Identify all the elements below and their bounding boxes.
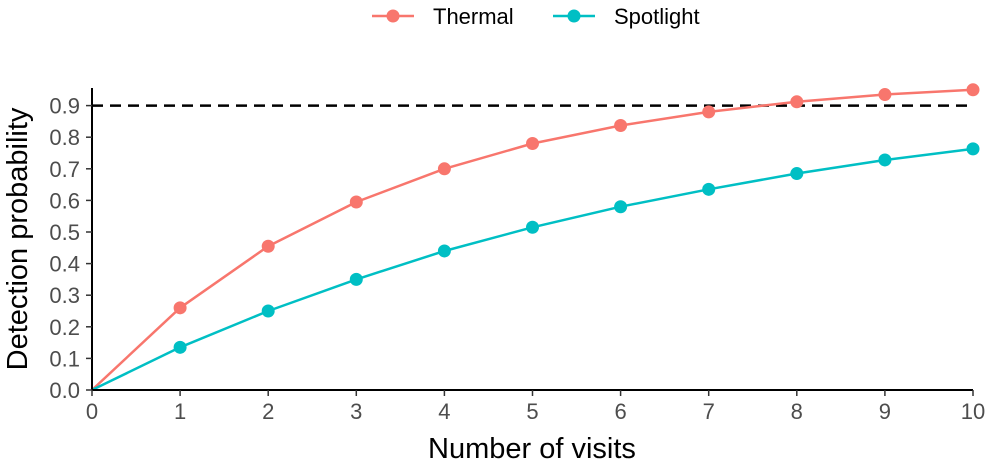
data-point-spotlight (966, 142, 980, 156)
data-point-thermal (966, 83, 980, 97)
legend-key-point (386, 9, 400, 23)
data-point-spotlight (261, 304, 275, 318)
series-thermal (91, 83, 980, 391)
data-point-thermal (526, 137, 539, 151)
data-point-thermal (437, 162, 451, 176)
y-axis-title: Detection probability (2, 107, 34, 370)
x-axis-title: Number of visits (428, 433, 636, 465)
x-tick-label: 10 (961, 399, 985, 424)
legend: Thermal Spotlight (372, 4, 700, 29)
legend-key-point (567, 9, 581, 23)
data-point-thermal (878, 88, 892, 102)
legend-item-spotlight: Spotlight (553, 4, 700, 29)
y-tick-label: 0.6 (49, 188, 80, 213)
data-point-spotlight (526, 220, 539, 234)
data-point-spotlight (790, 167, 804, 181)
data-point-thermal (614, 119, 628, 133)
x-tick-label: 1 (174, 399, 186, 424)
legend-label: Spotlight (614, 4, 700, 29)
y-tick-label: 0.3 (49, 283, 80, 308)
data-point-thermal (349, 195, 363, 209)
x-tick-label: 9 (879, 399, 891, 424)
y-tick-label: 0.5 (49, 220, 80, 245)
axes (91, 88, 973, 391)
y-tick-label: 0.1 (49, 346, 80, 371)
series-line-spotlight (91, 147, 974, 392)
x-tick-label: 3 (350, 399, 362, 424)
x-tick-label: 8 (791, 399, 803, 424)
y-tick-label: 0.7 (49, 157, 80, 182)
y-tick-label: 0.9 (49, 94, 80, 119)
data-point-thermal (173, 301, 187, 315)
x-tick-label: 5 (526, 399, 538, 424)
data-point-thermal (261, 239, 275, 253)
data-point-spotlight (173, 340, 187, 354)
legend-label: Thermal (433, 4, 514, 29)
data-point-spotlight (614, 200, 628, 214)
x-tick-label: 6 (614, 399, 626, 424)
legend-item-thermal: Thermal (372, 4, 514, 29)
data-point-spotlight (437, 244, 451, 258)
data-point-thermal (702, 105, 716, 119)
y-tick-label: 0.2 (49, 315, 80, 340)
data-point-spotlight (878, 153, 892, 167)
data-point-spotlight (349, 272, 363, 286)
data-point-spotlight (702, 182, 716, 196)
y-tick-label: 0.0 (49, 378, 80, 403)
series-layer (91, 83, 980, 392)
y-tick-label: 0.4 (49, 252, 80, 277)
series-line-thermal (91, 88, 974, 391)
data-point-thermal (790, 95, 804, 109)
x-tick-label: 7 (703, 399, 715, 424)
x-tick-label: 2 (262, 399, 274, 424)
x-tick-label: 0 (86, 399, 98, 424)
series-spotlight (91, 142, 980, 392)
x-tick-label: 4 (438, 399, 450, 424)
tick-layer: 0 1 2 3 4 5 6 7 8 9 10 0.0 0.1 0.2 0.3 0.4 0.5 0.6 0.7 0.8 0… (49, 94, 985, 424)
y-tick-label: 0.8 (49, 125, 80, 150)
